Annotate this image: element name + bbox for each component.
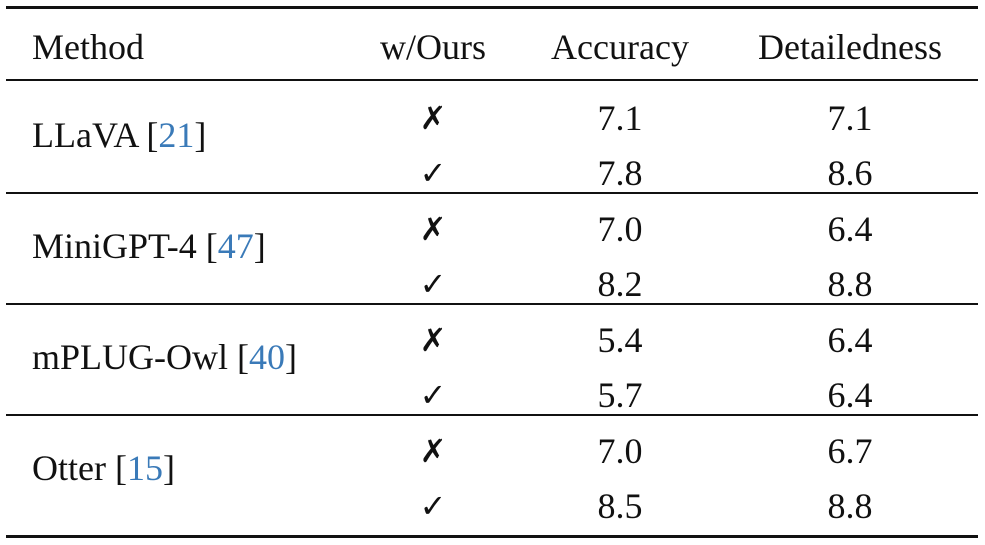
method-cell: Otter [15] (32, 448, 175, 488)
header-detailedness: Detailedness (758, 27, 942, 67)
detailedness: 6.7 (827, 431, 873, 471)
cite-close: ] (194, 114, 207, 155)
accuracy: 8.5 (597, 486, 643, 526)
method-cell: LLaVA [21] (32, 115, 206, 155)
cite-open: [ (114, 447, 127, 488)
bottom-rule (6, 535, 978, 538)
group-rule (6, 192, 978, 194)
accuracy: 8.2 (597, 264, 643, 304)
ours-mark: ✗ (419, 99, 447, 137)
detailedness: 7.1 (827, 98, 873, 138)
detailedness: 8.6 (827, 153, 873, 193)
accuracy: 7.0 (597, 209, 643, 249)
cite-open: [ (205, 225, 218, 266)
top-rule (6, 6, 978, 9)
detailedness: 6.4 (827, 375, 873, 415)
header-method: Method (32, 27, 144, 67)
cite-open: [ (237, 336, 249, 377)
detailedness: 6.4 (827, 320, 873, 360)
detailedness: 8.8 (827, 486, 873, 526)
space (137, 115, 146, 155)
citation: 47 (217, 225, 254, 266)
citation: 21 (158, 114, 195, 155)
method-cell: MiniGPT-4 [47] (32, 226, 266, 266)
detailedness: 8.8 (827, 264, 873, 304)
citation: 15 (126, 447, 163, 488)
accuracy: 5.4 (597, 320, 643, 360)
ours-mark: ✓ (419, 154, 447, 192)
group-rule (6, 414, 978, 416)
method-name: LLaVA (32, 114, 138, 155)
ours-mark: ✗ (419, 432, 447, 470)
ours-mark: ✓ (419, 487, 447, 525)
group-rule (6, 303, 978, 305)
cite-close: ] (162, 447, 175, 488)
accuracy: 5.7 (597, 375, 643, 415)
ours-mark: ✗ (419, 321, 447, 359)
space (106, 448, 115, 488)
method-cell: mPLUG-Owl [40] (32, 337, 297, 377)
accuracy: 7.0 (597, 431, 643, 471)
cite-open: [ (146, 114, 159, 155)
cite-close: ] (285, 336, 297, 377)
method-name: mPLUG-Owl (32, 336, 228, 377)
ours-mark: ✓ (419, 265, 447, 303)
method-name: Otter (32, 447, 106, 488)
ours-mark: ✓ (419, 376, 447, 414)
citation: 40 (249, 336, 285, 377)
space (197, 226, 206, 266)
header-rule (6, 79, 978, 81)
accuracy: 7.8 (597, 153, 643, 193)
ours-mark: ✗ (419, 210, 447, 248)
detailedness: 6.4 (827, 209, 873, 249)
header-ours: w/Ours (380, 27, 486, 67)
space (228, 337, 237, 377)
accuracy: 7.1 (597, 98, 643, 138)
method-name: MiniGPT-4 (32, 225, 197, 266)
cite-close: ] (253, 225, 266, 266)
header-accuracy: Accuracy (551, 27, 689, 67)
